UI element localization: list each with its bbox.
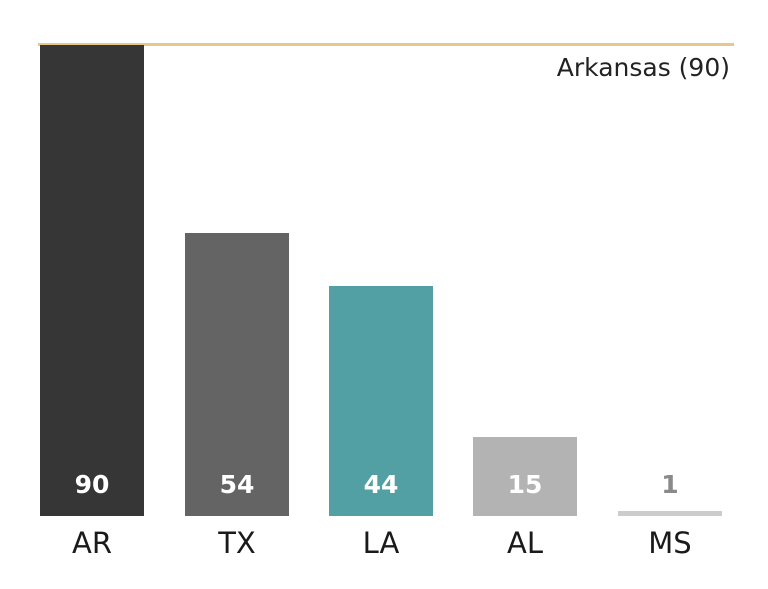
bar-la	[329, 286, 433, 516]
bar-value-label: 1	[661, 470, 679, 499]
category-label: MS	[648, 526, 692, 560]
reference-line-label: Arkansas (90)	[556, 53, 730, 82]
category-label: AR	[72, 526, 112, 560]
bar-value-label: 44	[363, 470, 399, 499]
category-label: TX	[218, 526, 256, 560]
bar-ar	[40, 45, 144, 516]
bar-tx	[185, 233, 289, 516]
bar-al	[473, 437, 577, 516]
category-label: LA	[362, 526, 400, 560]
bar-value-label: 15	[507, 470, 543, 499]
bar-value-label: 54	[219, 470, 255, 499]
bar-ms	[618, 511, 722, 516]
bar-value-label: 90	[74, 470, 110, 499]
category-label: AL	[507, 526, 543, 560]
max-reference-line	[38, 43, 734, 46]
